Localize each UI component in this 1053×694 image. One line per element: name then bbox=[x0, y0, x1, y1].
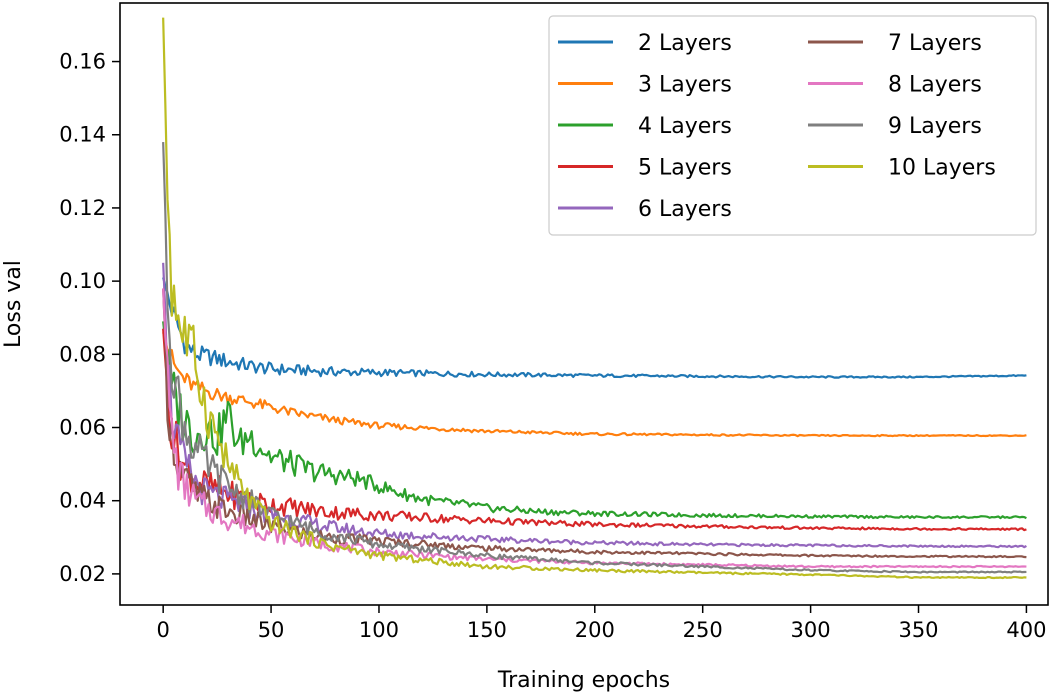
y-tick-label: 0.08 bbox=[59, 342, 106, 366]
series-line bbox=[162, 277, 1027, 379]
series-layer bbox=[162, 17, 1027, 580]
x-tick-label: 50 bbox=[258, 618, 285, 642]
y-tick-label: 0.02 bbox=[59, 562, 106, 586]
y-tick-label: 0.06 bbox=[59, 416, 106, 440]
x-tick-label: 250 bbox=[683, 618, 723, 642]
x-tick-label: 350 bbox=[898, 618, 938, 642]
y-tick-label: 0.10 bbox=[59, 269, 106, 293]
y-tick-label: 0.14 bbox=[59, 123, 106, 147]
y-tick-label: 0.12 bbox=[59, 196, 106, 220]
x-tick-label: 0 bbox=[156, 618, 169, 642]
legend-label: 4 Layers bbox=[638, 114, 732, 139]
y-tick-label: 0.16 bbox=[59, 50, 106, 74]
x-axis-title: Training epochs bbox=[497, 668, 670, 693]
y-axis-title: Loss val bbox=[1, 260, 26, 348]
legend-label: 2 Layers bbox=[638, 31, 732, 56]
series-line bbox=[162, 328, 1027, 532]
legend-label: 6 Layers bbox=[638, 197, 732, 222]
plot-frame bbox=[119, 2, 1049, 606]
x-tick-label: 150 bbox=[467, 618, 507, 642]
y-axis-ticks: 0.02 0.04 0.06 0.08 0.10 0.12 0.14 0.16 bbox=[59, 50, 120, 586]
series-line bbox=[162, 262, 1027, 549]
series-line bbox=[162, 17, 1027, 580]
legend-label: 9 Layers bbox=[888, 114, 982, 139]
x-tick-label: 200 bbox=[575, 618, 615, 642]
legend-label: 3 Layers bbox=[638, 73, 732, 98]
x-axis-ticks: 0 50 100 150 200 250 300 350 400 bbox=[156, 605, 1046, 642]
series-line bbox=[162, 321, 1027, 520]
series-line bbox=[162, 332, 1027, 438]
legend-label: 10 Layers bbox=[888, 156, 996, 181]
y-tick-label: 0.04 bbox=[59, 489, 106, 513]
legend-label: 7 Layers bbox=[888, 31, 982, 56]
legend-frame bbox=[548, 15, 1037, 236]
x-tick-label: 100 bbox=[359, 618, 399, 642]
series-line bbox=[162, 142, 1027, 574]
legend-label: 5 Layers bbox=[638, 156, 732, 181]
legend: 2 Layers 3 Layers 4 Layers 5 Layers 6 Layers… bbox=[548, 15, 1037, 236]
x-tick-label: 400 bbox=[1006, 618, 1046, 642]
legend-label: 8 Layers bbox=[888, 73, 982, 98]
x-tick-label: 300 bbox=[791, 618, 831, 642]
